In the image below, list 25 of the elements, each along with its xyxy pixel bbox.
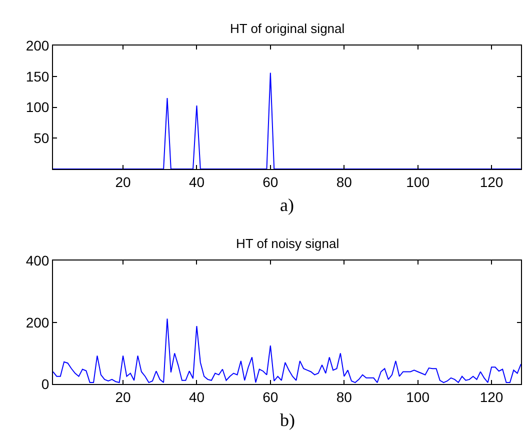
y-tick-label: 150	[26, 68, 50, 84]
y-tick-label: 0	[41, 376, 50, 392]
x-tick-label: 60	[262, 174, 278, 190]
x-tick-label: 20	[115, 174, 132, 190]
text: a)	[280, 195, 294, 215]
line-series	[53, 72, 521, 170]
x-tick-label: 80	[336, 388, 352, 405]
x-tick-label: 100	[406, 174, 430, 190]
y-tick-label: 200	[26, 38, 50, 54]
chart-title: HT of original signal	[230, 21, 345, 36]
x-tick-label: 60	[262, 388, 278, 405]
x-tick-label: 100	[406, 388, 430, 405]
y-tick-label: 100	[26, 99, 50, 116]
x-tick-label: 120	[480, 388, 504, 405]
text: b)	[280, 410, 295, 430]
x-tick-label: 20	[115, 388, 132, 405]
y-tick-label: 200	[26, 314, 50, 330]
chart-title: HT of noisy signal	[236, 236, 340, 251]
x-tick-label: 80	[336, 174, 352, 190]
x-tick-label: 40	[188, 388, 205, 405]
y-tick-label: 400	[26, 252, 50, 269]
x-tick-label: 40	[188, 174, 205, 190]
y-tick-label: 50	[34, 130, 50, 146]
line-series	[53, 318, 521, 384]
x-tick-label: 120	[480, 174, 504, 190]
